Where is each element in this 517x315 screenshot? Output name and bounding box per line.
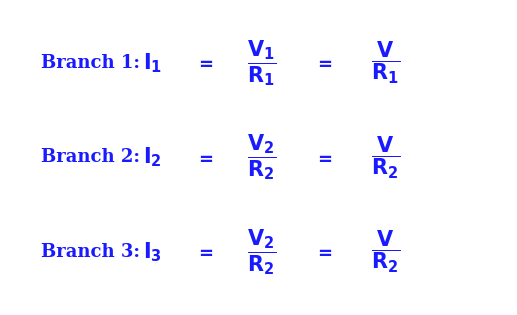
Text: Branch 2:: Branch 2: — [41, 148, 140, 167]
Text: $\dfrac{\mathbf{V_2}}{\mathbf{R_2}}$: $\dfrac{\mathbf{V_2}}{\mathbf{R_2}}$ — [247, 227, 276, 277]
Text: $\dfrac{\mathbf{V_1}}{\mathbf{R_1}}$: $\dfrac{\mathbf{V_1}}{\mathbf{R_1}}$ — [247, 38, 276, 88]
Text: $\mathbf{=}$: $\mathbf{=}$ — [314, 54, 332, 72]
Text: $\mathbf{=}$: $\mathbf{=}$ — [314, 243, 332, 261]
Text: $\mathbf{I_1}$: $\mathbf{I_1}$ — [143, 51, 162, 75]
Text: $\mathbf{=}$: $\mathbf{=}$ — [195, 148, 214, 167]
Text: Branch 3:: Branch 3: — [41, 243, 140, 261]
Text: $\dfrac{\mathbf{V}}{\mathbf{R_2}}$: $\dfrac{\mathbf{V}}{\mathbf{R_2}}$ — [371, 229, 400, 275]
Text: Branch 1:: Branch 1: — [41, 54, 140, 72]
Text: $\dfrac{\mathbf{V_2}}{\mathbf{R_2}}$: $\dfrac{\mathbf{V_2}}{\mathbf{R_2}}$ — [247, 133, 276, 182]
Text: $\mathbf{=}$: $\mathbf{=}$ — [195, 54, 214, 72]
Text: $\mathbf{=}$: $\mathbf{=}$ — [314, 148, 332, 167]
Text: $\mathbf{=}$: $\mathbf{=}$ — [195, 243, 214, 261]
Text: $\dfrac{\mathbf{V}}{\mathbf{R_1}}$: $\dfrac{\mathbf{V}}{\mathbf{R_1}}$ — [371, 40, 400, 86]
Text: $\dfrac{\mathbf{V}}{\mathbf{R_2}}$: $\dfrac{\mathbf{V}}{\mathbf{R_2}}$ — [371, 135, 400, 180]
Text: $\mathbf{I_3}$: $\mathbf{I_3}$ — [143, 240, 162, 264]
Text: $\mathbf{I_2}$: $\mathbf{I_2}$ — [143, 146, 162, 169]
